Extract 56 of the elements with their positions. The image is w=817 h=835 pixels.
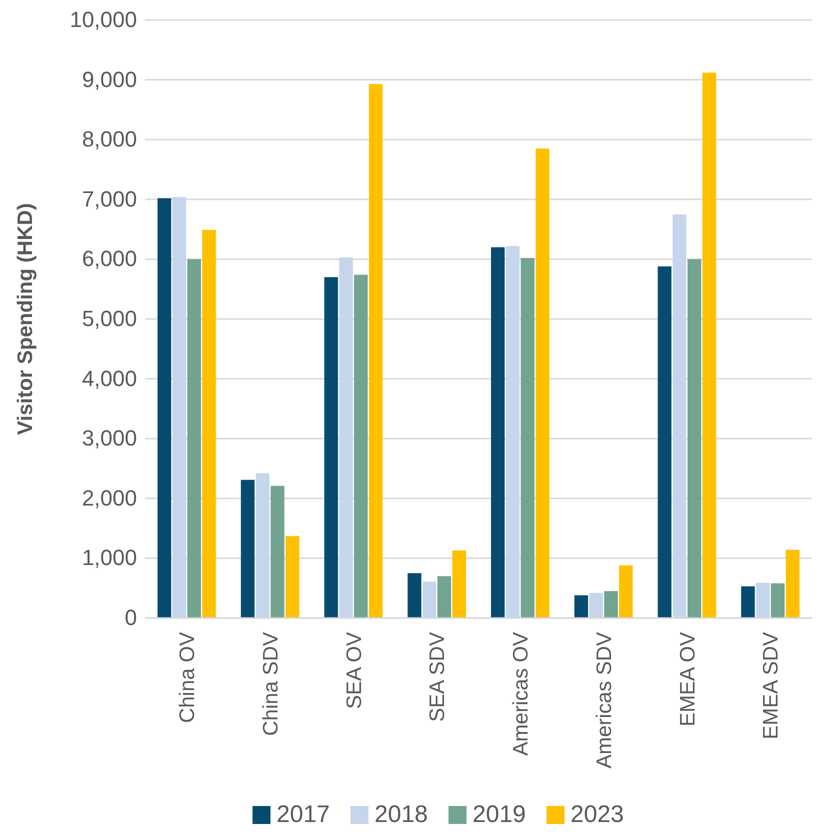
bar — [786, 550, 800, 618]
x-tick-label: SEA OV — [342, 632, 366, 710]
y-tick-label: 10,000 — [70, 7, 137, 32]
bar — [658, 266, 672, 618]
bar — [286, 536, 300, 618]
bar — [408, 573, 422, 618]
bar — [536, 148, 550, 618]
x-tick-label: Americas OV — [510, 632, 533, 756]
y-tick-label: 4,000 — [82, 366, 137, 391]
y-tick-label: 6,000 — [82, 246, 137, 272]
bar — [437, 576, 452, 618]
bar — [368, 84, 383, 618]
legend-label: 2018 — [374, 801, 428, 828]
bar — [339, 257, 353, 618]
x-tick-label: SEA SDV — [426, 632, 450, 722]
bar — [256, 473, 270, 618]
bar — [574, 595, 588, 618]
y-tick-label: 2,000 — [82, 485, 137, 510]
bar — [756, 582, 770, 618]
bar — [702, 72, 716, 618]
x-tick-label: China SDV — [259, 632, 282, 736]
bar — [688, 259, 702, 618]
x-tick-label: EMEA SDV — [760, 632, 783, 740]
bar — [491, 247, 505, 618]
legend-label: 2019 — [472, 801, 526, 828]
y-tick-label: 1,000 — [82, 545, 137, 570]
bar — [172, 197, 186, 618]
bar — [422, 582, 436, 618]
y-tick-label: 3,000 — [82, 426, 137, 451]
bar — [202, 230, 216, 618]
bar — [619, 565, 633, 618]
y-tick-label: 8,000 — [82, 126, 137, 152]
bar — [741, 586, 755, 618]
y-tick-label: 7,000 — [82, 186, 137, 212]
y-tick-label: 0 — [124, 605, 137, 630]
y-tick-label: 9,000 — [82, 66, 137, 92]
bar — [589, 592, 603, 618]
bar — [604, 591, 618, 618]
x-tick-label: China OV — [176, 632, 200, 724]
bar — [506, 246, 520, 618]
bar — [672, 214, 686, 618]
x-tick-label: EMEA OV — [676, 632, 700, 727]
bar — [158, 198, 172, 618]
bar — [520, 258, 534, 618]
bar — [770, 583, 785, 618]
y-axis-title: Visitor Spending (HKD) — [14, 203, 37, 435]
legend-label: 2017 — [276, 801, 330, 828]
bar — [240, 480, 255, 618]
bar — [270, 486, 284, 618]
bar — [452, 550, 466, 618]
bar — [354, 274, 368, 618]
bar — [187, 259, 201, 618]
legend-label: 2023 — [570, 801, 624, 828]
x-tick-label: Americas SDV — [592, 632, 616, 769]
bar — [324, 277, 338, 618]
y-tick-label: 5,000 — [82, 306, 137, 332]
